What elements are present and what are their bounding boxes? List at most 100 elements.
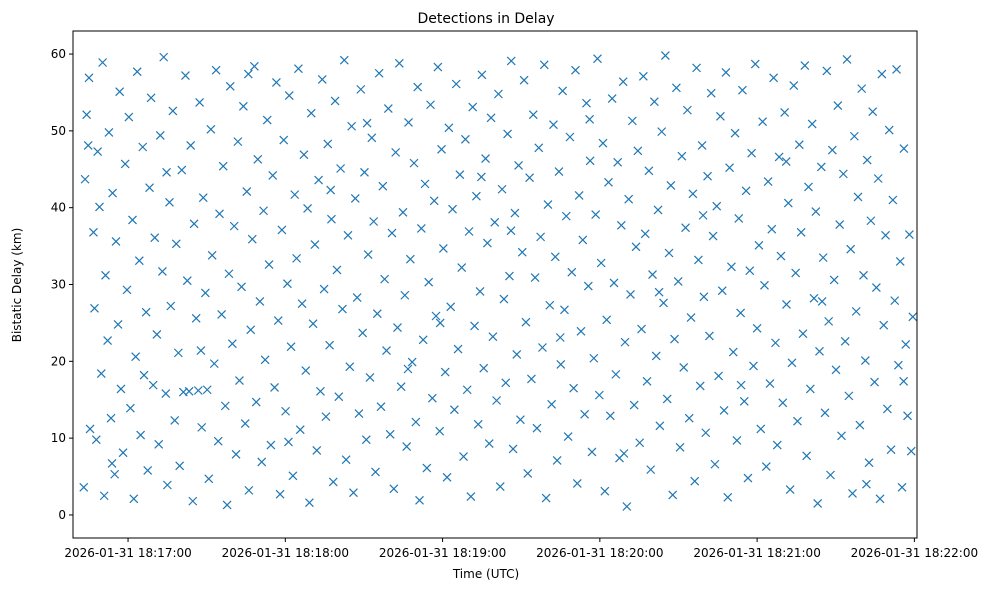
- data-point: [262, 115, 272, 125]
- data-point: [108, 188, 118, 198]
- data-point: [638, 71, 648, 81]
- data-point: [692, 63, 701, 73]
- data-point: [466, 492, 476, 501]
- data-point: [508, 444, 518, 454]
- data-point: [704, 331, 714, 341]
- data-point: [356, 84, 366, 94]
- data-point: [861, 479, 871, 489]
- data-point: [736, 380, 746, 390]
- data-point: [468, 102, 478, 112]
- data-point: [840, 336, 850, 346]
- data-point: [527, 374, 536, 384]
- data-point: [541, 493, 551, 503]
- data-point: [110, 469, 120, 479]
- data-point: [769, 73, 779, 83]
- data-point: [157, 267, 167, 276]
- data-point: [251, 397, 261, 407]
- data-point: [543, 200, 553, 210]
- data-point: [440, 367, 450, 377]
- data-point: [238, 101, 248, 111]
- data-point: [403, 364, 413, 374]
- data-point: [196, 346, 206, 355]
- data-point: [596, 258, 606, 268]
- data-point: [512, 349, 522, 359]
- data-point: [145, 183, 154, 193]
- data-point: [422, 463, 432, 473]
- data-point: [890, 296, 900, 306]
- data-point: [378, 181, 388, 191]
- data-point: [618, 77, 628, 87]
- data-point: [481, 154, 490, 163]
- data-point: [138, 142, 148, 152]
- data-point: [279, 135, 289, 145]
- data-point: [271, 78, 281, 87]
- data-point: [391, 147, 401, 157]
- data-point: [476, 172, 486, 182]
- y-tick-label: 10: [51, 431, 66, 445]
- data-point: [862, 155, 872, 165]
- data-point: [129, 494, 139, 504]
- data-point: [171, 239, 181, 249]
- data-point: [159, 52, 169, 62]
- data-point: [804, 182, 813, 192]
- data-point: [892, 64, 901, 74]
- data-point: [517, 247, 527, 257]
- data-point: [660, 51, 670, 61]
- data-point: [782, 300, 791, 309]
- data-point: [275, 489, 285, 499]
- data-point: [758, 117, 768, 127]
- data-point: [886, 445, 896, 455]
- data-point: [833, 101, 843, 110]
- data-point: [188, 496, 198, 506]
- data-point: [796, 227, 806, 237]
- data-point: [352, 293, 362, 302]
- data-point: [400, 290, 410, 300]
- data-point: [785, 485, 795, 495]
- data-point: [380, 274, 390, 284]
- x-tick-label: 2026-01-31 18:19:00: [379, 546, 506, 560]
- data-point: [767, 224, 777, 234]
- data-point: [299, 150, 309, 160]
- data-point: [459, 452, 468, 461]
- data-point: [281, 406, 290, 416]
- data-point: [264, 260, 274, 269]
- data-point: [875, 494, 885, 504]
- data-point: [698, 210, 708, 220]
- data-point: [888, 195, 898, 205]
- data-point: [492, 396, 501, 405]
- data-point: [789, 81, 799, 90]
- data-point: [552, 455, 562, 465]
- data-point: [686, 313, 696, 322]
- data-point: [308, 319, 318, 329]
- data-point: [235, 376, 244, 385]
- data-point: [816, 162, 826, 172]
- data-point: [649, 97, 659, 107]
- data-point: [736, 308, 746, 318]
- data-point: [255, 296, 265, 306]
- data-point: [605, 411, 615, 421]
- data-point: [488, 332, 498, 342]
- data-point: [884, 125, 894, 135]
- data-point: [760, 280, 769, 290]
- data-point: [195, 98, 205, 107]
- chart-title: Detections in Delay: [417, 11, 554, 27]
- data-point: [325, 340, 335, 350]
- data-point: [732, 436, 742, 445]
- data-point: [818, 253, 828, 263]
- data-point: [558, 86, 568, 96]
- data-point: [426, 100, 435, 110]
- data-point: [383, 104, 393, 114]
- data-point: [181, 71, 190, 80]
- data-point: [394, 58, 404, 68]
- data-point: [514, 161, 524, 170]
- data-point: [827, 145, 837, 155]
- data-point: [460, 134, 470, 144]
- data-point: [80, 174, 90, 184]
- data-point: [484, 439, 494, 448]
- data-point: [802, 451, 812, 461]
- data-point: [554, 167, 564, 177]
- data-point: [211, 65, 221, 75]
- data-point: [820, 408, 830, 418]
- data-point: [582, 98, 591, 108]
- data-point: [771, 338, 780, 348]
